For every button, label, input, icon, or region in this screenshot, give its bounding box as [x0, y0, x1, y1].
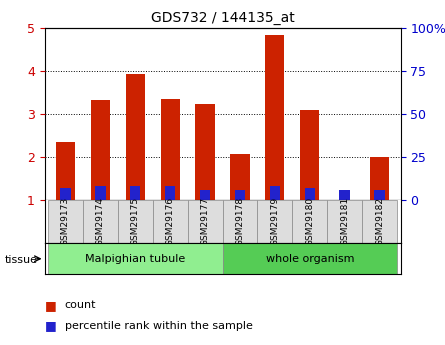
- Bar: [91, 100, 110, 200]
- Bar: [304, 188, 315, 200]
- Bar: [374, 190, 385, 200]
- Bar: [195, 104, 214, 200]
- Bar: [153, 200, 188, 243]
- Text: GSM29174: GSM29174: [96, 197, 105, 246]
- Bar: [161, 99, 180, 200]
- Bar: [292, 200, 327, 243]
- Text: GSM29178: GSM29178: [235, 197, 244, 246]
- Bar: [222, 200, 257, 243]
- Bar: [200, 190, 210, 200]
- Bar: [362, 200, 397, 243]
- Bar: [165, 186, 175, 200]
- Bar: [60, 188, 71, 200]
- Text: count: count: [65, 300, 96, 310]
- Bar: [130, 186, 141, 200]
- Bar: [327, 200, 362, 243]
- Bar: [222, 243, 397, 274]
- Bar: [265, 36, 284, 200]
- Bar: [188, 200, 222, 243]
- Bar: [48, 243, 222, 274]
- Text: Malpighian tubule: Malpighian tubule: [85, 254, 186, 264]
- Bar: [257, 200, 292, 243]
- Text: ■: ■: [44, 299, 56, 312]
- Text: GSM29179: GSM29179: [271, 197, 279, 246]
- Text: percentile rank within the sample: percentile rank within the sample: [65, 321, 252, 331]
- Title: GDS732 / 144135_at: GDS732 / 144135_at: [150, 11, 295, 25]
- Bar: [48, 200, 83, 243]
- Bar: [118, 200, 153, 243]
- Text: GSM29176: GSM29176: [166, 197, 174, 246]
- Bar: [231, 154, 250, 200]
- Text: whole organism: whole organism: [266, 254, 354, 264]
- Text: GSM29177: GSM29177: [201, 197, 210, 246]
- Text: GSM29181: GSM29181: [340, 197, 349, 246]
- Text: GSM29182: GSM29182: [375, 197, 384, 246]
- Bar: [95, 186, 105, 200]
- Bar: [235, 190, 245, 200]
- Text: GSM29180: GSM29180: [305, 197, 314, 246]
- Bar: [56, 142, 75, 200]
- Bar: [300, 110, 320, 200]
- Text: GSM29175: GSM29175: [131, 197, 140, 246]
- Bar: [125, 74, 145, 200]
- Bar: [270, 186, 280, 200]
- Text: tissue: tissue: [4, 256, 37, 265]
- Bar: [83, 200, 118, 243]
- Text: ■: ■: [44, 319, 56, 333]
- Bar: [370, 157, 389, 200]
- Bar: [340, 190, 350, 200]
- Text: GSM29173: GSM29173: [61, 197, 70, 246]
